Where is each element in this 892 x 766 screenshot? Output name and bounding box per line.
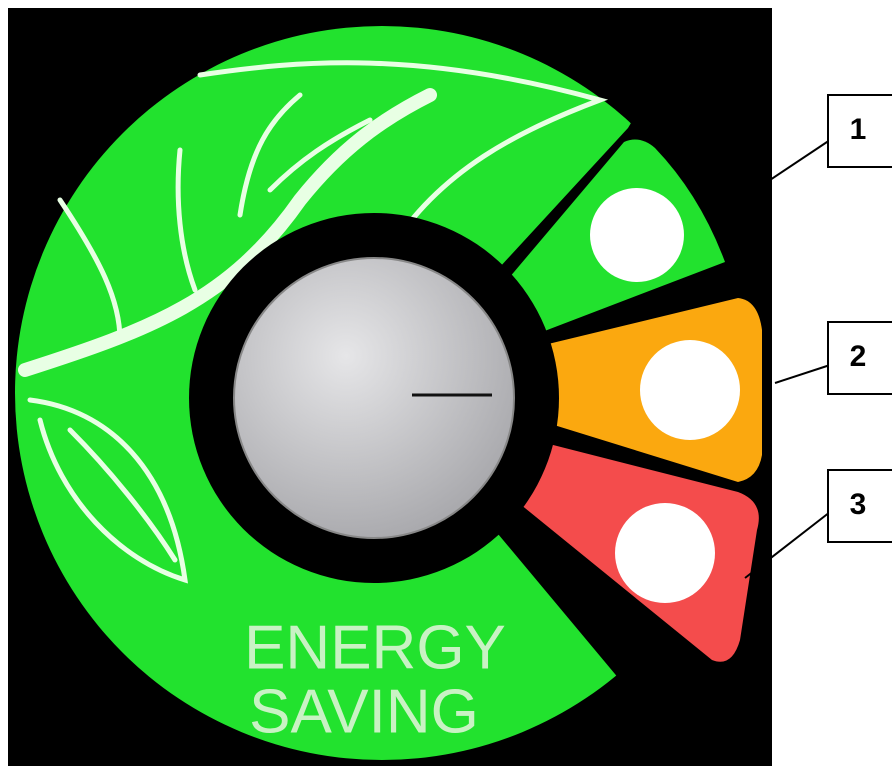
diagram: ENERGY SAVING 1 2 3 (0, 0, 892, 766)
leader-line (775, 365, 830, 383)
callout-number: 3 (850, 488, 867, 521)
indicator (590, 188, 684, 282)
dial-label: ENERGY (244, 613, 506, 682)
callout-number: 2 (850, 340, 867, 373)
indicator (615, 503, 715, 603)
page: ENERGY SAVING 1 2 3 (() => { const data … (0, 0, 892, 766)
dial-label: SAVING (249, 677, 479, 746)
knob[interactable] (234, 258, 514, 538)
indicator (640, 340, 740, 440)
callout-number: 1 (850, 113, 867, 146)
